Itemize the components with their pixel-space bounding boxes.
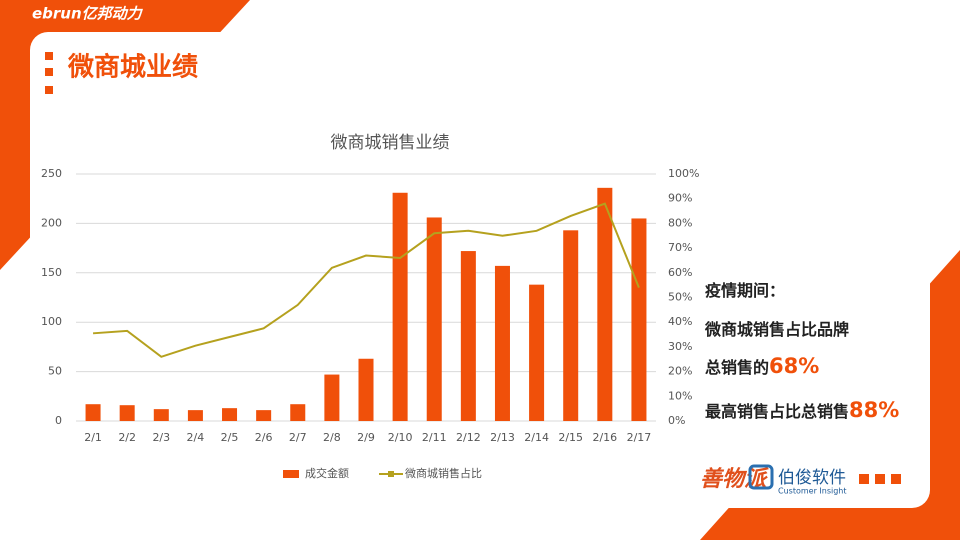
- bar: [494, 265, 510, 421]
- note: 总销售的: [705, 358, 770, 377]
- highlight: 88%: [849, 398, 900, 422]
- x-tick-label: 2/6: [255, 431, 273, 444]
- bar: [119, 405, 135, 421]
- x-tick-label: 2/12: [456, 431, 481, 444]
- x-tick-label: 2/14: [524, 431, 549, 444]
- y2-tick-label: 50%: [668, 291, 692, 304]
- bar: [222, 408, 238, 421]
- x-tick-label: 2/2: [118, 431, 136, 444]
- bar: [290, 404, 306, 421]
- bar: [187, 410, 203, 421]
- note: 疫情期间：: [705, 281, 786, 300]
- decor: [875, 474, 885, 484]
- y2-tick-label: 90%: [668, 192, 692, 205]
- legend-label: 成交金额: [305, 466, 349, 480]
- brand-logo: 伯俊软件: [778, 468, 846, 488]
- y2-tick-label: 20%: [668, 365, 692, 378]
- x-tick-label: 2/3: [152, 431, 170, 444]
- bar: [460, 251, 476, 421]
- highlight: 68%: [769, 354, 820, 378]
- bar: [631, 218, 647, 421]
- brand-icon: [748, 464, 774, 490]
- bar: [358, 358, 374, 421]
- bar: [392, 192, 408, 421]
- y2-tick-label: 60%: [668, 266, 692, 279]
- chart-title: 微商城销售业绩: [331, 133, 450, 153]
- y-tick-label: 50: [48, 365, 62, 378]
- x-tick-label: 2/9: [357, 431, 375, 444]
- x-tick-label: 2/17: [627, 431, 652, 444]
- legend-swatch: [283, 470, 299, 478]
- bar: [426, 217, 442, 421]
- x-tick-label: 2/4: [187, 431, 205, 444]
- x-tick-label: 2/15: [558, 431, 583, 444]
- y2-tick-label: 100%: [668, 167, 699, 180]
- x-tick-label: 2/13: [490, 431, 515, 444]
- bar: [324, 374, 340, 421]
- slide-title: 微商城业绩: [67, 52, 198, 83]
- y2-tick-label: 0%: [668, 414, 685, 427]
- y-tick-label: 100: [41, 315, 62, 328]
- y2-tick-label: 30%: [668, 340, 692, 353]
- y2-tick-label: 80%: [668, 216, 692, 229]
- line: [92, 202, 640, 358]
- note: 最高销售占比总销售88%: [705, 398, 899, 422]
- logo: ebrun亿邦动力: [32, 5, 144, 23]
- legend-swatch: [388, 471, 394, 477]
- legend-label: 微商城销售占比: [405, 466, 482, 480]
- note: 微商城销售占比品牌: [705, 320, 850, 339]
- x-tick-label: 2/11: [422, 431, 447, 444]
- x-tick-label: 2/16: [592, 431, 617, 444]
- bar: [563, 230, 579, 421]
- y2-tick-label: 10%: [668, 389, 692, 402]
- bullet: [45, 86, 53, 94]
- bar: [256, 410, 272, 421]
- x-tick-label: 2/5: [221, 431, 239, 444]
- brand-sub: Customer Insight: [778, 487, 847, 496]
- x-tick-label: 2/10: [388, 431, 413, 444]
- y2-tick-label: 70%: [668, 241, 692, 254]
- decor: [891, 474, 901, 484]
- bar: [85, 404, 101, 421]
- note: 总销售的68%: [705, 354, 819, 378]
- bar: [153, 409, 169, 421]
- card: [30, 32, 930, 508]
- x-tick-label: 2/8: [323, 431, 341, 444]
- y-tick-label: 150: [41, 266, 62, 279]
- y-tick-label: 250: [41, 167, 62, 180]
- bullet: [45, 68, 53, 76]
- note: 最高销售占比总销售: [705, 402, 850, 421]
- bullet: [45, 52, 53, 60]
- decor: [859, 474, 869, 484]
- x-tick-label: 2/7: [289, 431, 307, 444]
- bar: [529, 284, 545, 421]
- x-tick-label: 2/1: [84, 431, 102, 444]
- y2-tick-label: 40%: [668, 315, 692, 328]
- y-tick-label: 0: [55, 414, 62, 427]
- bar: [597, 187, 613, 421]
- y-tick-label: 200: [41, 216, 62, 229]
